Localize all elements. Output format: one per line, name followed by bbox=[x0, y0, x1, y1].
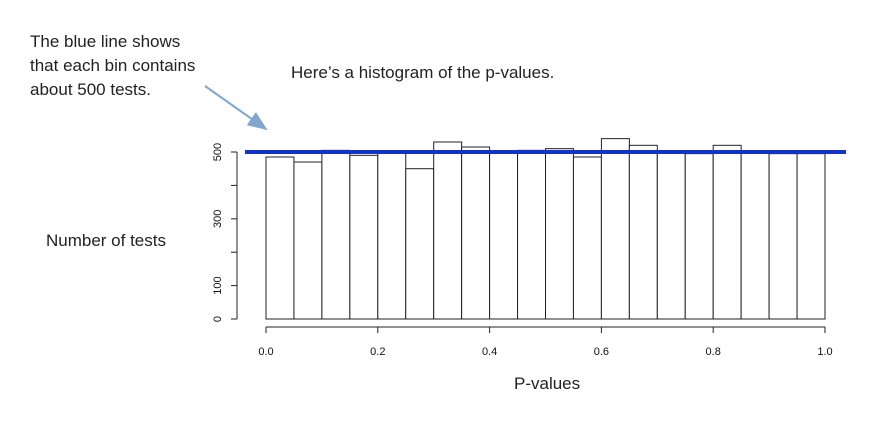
histogram-bar bbox=[684, 153, 714, 320]
x-tick-label: 0.2 bbox=[370, 346, 385, 358]
x-tick-label: 0.8 bbox=[706, 346, 721, 358]
histogram-bar bbox=[712, 144, 742, 320]
x-axis: 0.0 0.2 0.4 0.6 0.8 1.0 bbox=[258, 326, 833, 358]
histogram-bar bbox=[572, 156, 602, 320]
y-axis: 0 100 300 500 bbox=[212, 143, 238, 322]
x-tick-label: 0.0 bbox=[258, 346, 273, 358]
y-tick-label: 0 bbox=[212, 316, 224, 322]
histogram-bar bbox=[349, 154, 379, 320]
histogram-bar bbox=[321, 149, 351, 320]
histogram-bar bbox=[433, 141, 463, 320]
histogram-bar bbox=[796, 153, 826, 320]
histogram-bar bbox=[461, 146, 491, 320]
histogram-bars bbox=[265, 138, 826, 320]
histogram-bar bbox=[600, 138, 630, 320]
x-tick-label: 0.4 bbox=[482, 346, 497, 358]
histogram-bar bbox=[545, 148, 574, 320]
y-axis-label: Number of tests bbox=[46, 231, 166, 250]
histogram-bar bbox=[265, 156, 295, 320]
histogram-bar bbox=[740, 151, 770, 320]
x-axis-label: P-values bbox=[514, 374, 581, 393]
histogram-bar bbox=[768, 153, 798, 320]
x-tick-label: 1.0 bbox=[817, 346, 832, 358]
histogram-bar bbox=[656, 151, 686, 320]
annotation-text: The blue line shows that each bin contai… bbox=[30, 32, 196, 99]
histogram-bar bbox=[628, 144, 658, 320]
y-tick-label: 500 bbox=[212, 143, 224, 161]
histogram-bar bbox=[293, 161, 323, 320]
annotation-arrow bbox=[204, 85, 268, 131]
y-tick-label: 300 bbox=[212, 210, 224, 228]
histogram-bar bbox=[489, 151, 519, 320]
chart-title: Here’s a histogram of the p-values. bbox=[291, 63, 555, 82]
histogram-bar bbox=[377, 151, 407, 320]
histogram-bar bbox=[517, 149, 546, 320]
x-tick-label: 0.6 bbox=[594, 346, 609, 358]
histogram-bar bbox=[405, 168, 435, 320]
y-tick-label: 100 bbox=[212, 276, 224, 294]
